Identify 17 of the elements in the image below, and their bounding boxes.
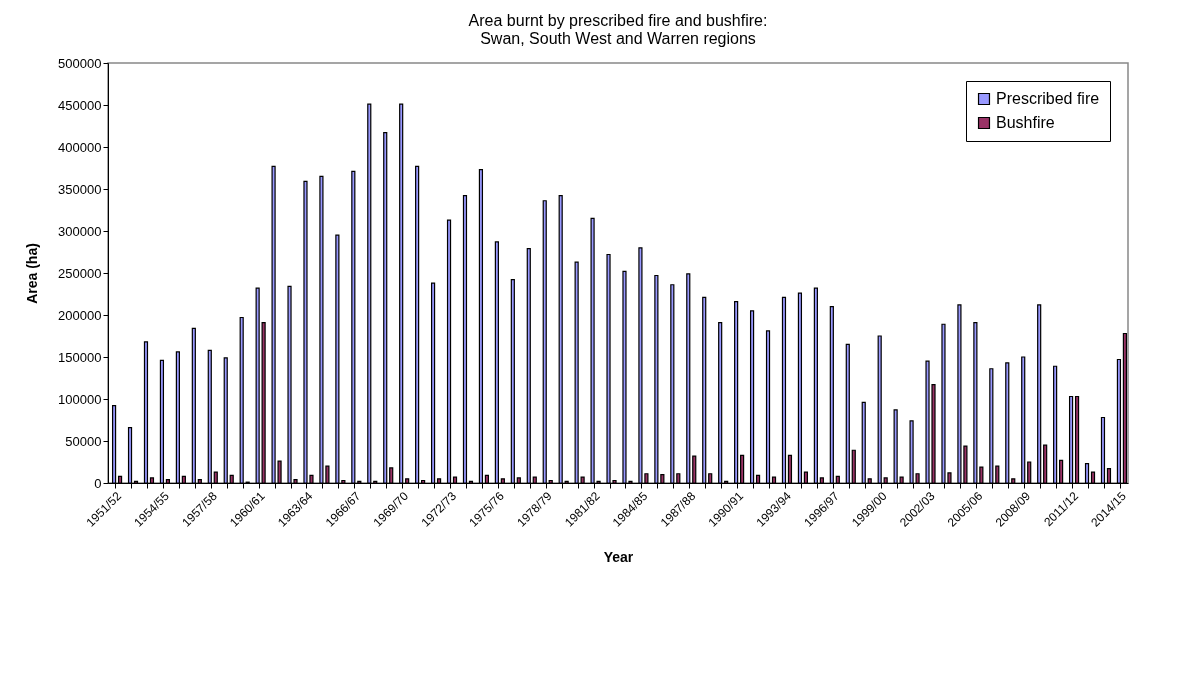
legend-label: Prescribed fire [996,90,1100,107]
x-axis-title: Year [603,548,634,565]
y-tick-label: 100000 [58,391,102,407]
legend-label: Bushfire [996,114,1055,131]
y-tick-label: 400000 [58,139,102,155]
y-tick-label: 200000 [58,307,102,323]
y-tick-label: 450000 [58,97,102,113]
y-tick-label: 250000 [58,265,102,281]
y-axis-title: Area (ha) [24,243,41,304]
y-tick-label: 50000 [65,433,102,449]
y-tick-label: 500000 [58,55,102,71]
text: Swan, South West and Warren regions [480,30,756,47]
y-tick-label: 300000 [58,223,102,239]
y-tick-label: 150000 [58,349,102,365]
text: Area burnt by prescribed fire and bushfire: [468,12,768,29]
y-tick-label: 0 [94,475,102,491]
y-tick-label: 350000 [58,181,102,197]
